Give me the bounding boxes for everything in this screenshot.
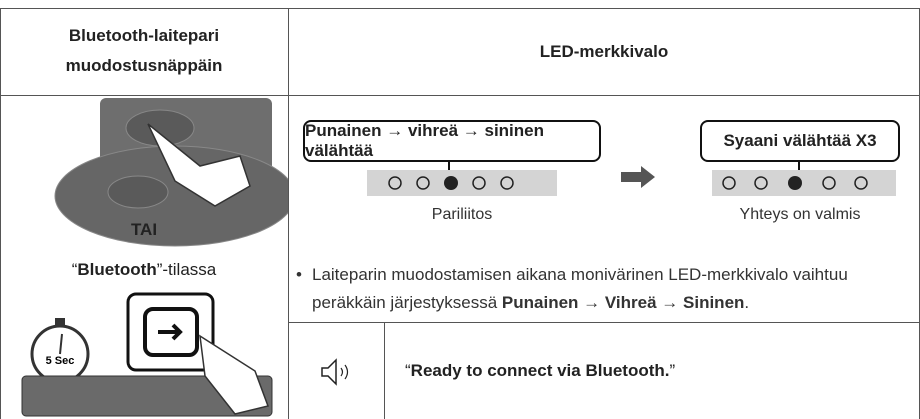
text-segment: Ready to connect via Bluetooth. xyxy=(410,361,670,380)
speaker-icon xyxy=(321,358,349,386)
led-strips xyxy=(367,160,896,196)
text-segment: Laiteparin muodostamisen aikana moniväri… xyxy=(312,265,848,312)
text-segment: ”-tilassa xyxy=(156,260,217,279)
text-segment: “ xyxy=(405,361,411,380)
text-segment: → xyxy=(656,293,684,312)
rule xyxy=(0,95,920,96)
rule xyxy=(288,322,920,323)
text-segment: ” xyxy=(669,361,676,380)
rule xyxy=(384,322,385,419)
timer-label: 5 Sec xyxy=(46,355,75,367)
bullet-content: Laiteparin muodostamisen aikana moniväri… xyxy=(312,265,848,312)
text-segment: → xyxy=(578,293,605,312)
text-segment: Vihreä xyxy=(604,293,657,312)
rule xyxy=(0,8,1,419)
header-left: Bluetooth-laitepari muodostusnäppäin xyxy=(65,26,223,75)
text-segment: “ xyxy=(71,260,78,279)
led-caption: Pariliitos xyxy=(431,206,493,223)
rule xyxy=(288,8,289,419)
bullet-text: • Laiteparin muodostamisen aikana monivär… xyxy=(296,265,848,312)
led-label: Punainen → vihreä → sininen välähtää xyxy=(303,120,601,162)
illustrations: 5 Sec xyxy=(21,98,288,417)
or-label: TAI xyxy=(130,220,158,239)
rule xyxy=(0,8,920,9)
text-segment: Punainen xyxy=(501,293,579,312)
text-segment: Bluetooth xyxy=(77,260,157,279)
header-right: LED-merkkivalo xyxy=(539,42,669,61)
voice-text: “Ready to connect via Bluetooth.” xyxy=(405,361,675,381)
text-segment: Sininen xyxy=(683,293,745,312)
mode-label: “Bluetooth”-tilassa xyxy=(0,260,288,280)
led-label: Syaani välähtää X3 xyxy=(700,120,900,162)
text-segment: . xyxy=(744,293,750,312)
led-caption: Yhteys on valmis xyxy=(739,206,861,223)
